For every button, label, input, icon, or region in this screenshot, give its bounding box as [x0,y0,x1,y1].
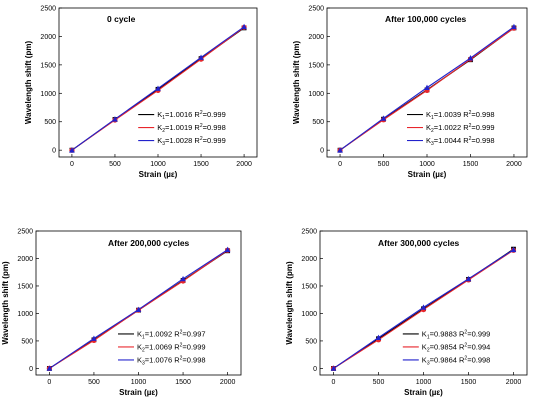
x-tick-label: 1000 [419,161,435,168]
y-tick-label: 1000 [17,311,33,318]
x-tick-label: 1000 [150,161,166,168]
x-tick-label: 500 [373,379,385,386]
legend-entry-k3: K3=1.0044 R2=0.998 [426,136,495,147]
legend-entry-k3: K3=1.0076 R2=0.998 [137,356,206,367]
x-tick-label: 0 [47,379,51,386]
data-point-k3 [241,23,247,30]
data-point-k3 [337,147,343,153]
chart-title: After 300,000 cycles [378,238,460,248]
x-tick-label: 500 [109,161,121,168]
y-axis-label: Wavelength shift (pm) [24,41,33,125]
y-tick-label: 500 [305,338,317,345]
x-axis-label: Strain (µε) [404,388,443,397]
y-tick-label: 500 [312,119,324,126]
legend-entry-k2: K2=0.9854 R2=0.994 [422,343,491,354]
x-tick-label: 0 [338,161,342,168]
x-tick-label: 1500 [175,379,191,386]
data-point-k3 [424,84,430,91]
data-point-k3 [375,334,382,341]
chart-panel-1: 0 500 1000 1500 2000 0 500 1000 1500 2000 2500 Stra… [24,6,258,179]
legend-entry-k1: K1=0.9883 R2=0.999 [422,330,491,341]
y-axis-label: Wavelength shift (pm) [1,261,10,345]
data-point-k3 [224,246,231,253]
y-tick-label: 2500 [308,6,324,13]
x-tick-label: 1500 [193,161,209,168]
y-axis-label: Wavelength shift (pm) [285,261,294,345]
x-axis-label: Strain (µε) [119,388,158,397]
y-tick-label: 1500 [301,283,317,290]
y-tick-label: 1500 [308,62,324,69]
y-tick-label: 1500 [17,283,33,290]
legend-entry-k3: K3=0.9864 R2=0.998 [422,356,491,367]
x-tick-label: 0 [70,161,74,168]
x-tick-label: 0 [332,379,336,386]
data-point-k3 [511,23,517,30]
y-tick-label: 2000 [308,34,324,41]
y-tick-label: 0 [320,148,324,155]
data-point-k3 [69,147,75,153]
legend-entry-k1: K1=1.0016 R2=0.999 [157,110,226,121]
data-point-k3 [420,304,427,310]
legend-entry-k2: K2=1.0069 R2=0.999 [137,343,206,354]
y-tick-label: 2000 [40,34,56,41]
y-tick-label: 2500 [301,229,317,236]
legend-entry-k2: K2=1.0019 R2=0.998 [157,123,226,134]
data-point-k3 [465,275,472,282]
data-point-k3 [46,365,53,371]
x-tick-label: 1000 [131,379,147,386]
plot-frame [326,7,528,158]
data-point-k3 [330,365,337,371]
y-tick-label: 2500 [17,229,33,236]
y-tick-label: 1000 [40,91,56,98]
x-tick-label: 1000 [416,379,432,386]
y-tick-label: 2500 [40,6,56,13]
y-tick-label: 1000 [308,91,324,98]
x-tick-label: 2000 [506,379,522,386]
x-axis-label: Strain (µε) [408,170,447,179]
y-tick-label: 1500 [40,62,56,69]
x-tick-label: 2000 [506,161,522,168]
x-tick-label: 500 [88,379,100,386]
chart-panel-3: 0 500 1000 1500 2000 0 500 1000 1500 2000 2500 Stra… [1,229,242,397]
x-tick-label: 2000 [236,161,252,168]
legend-entry-k1: K1=1.0092 R2=0.997 [137,330,206,341]
chart-title: After 200,000 cycles [108,238,190,248]
plot-frame [35,230,242,376]
data-point-k3 [380,115,387,121]
legend-entry-k1: K1=1.0039 R2=0.998 [426,110,495,121]
data-point-k3 [91,335,97,341]
x-tick-label: 500 [378,161,390,168]
y-tick-label: 500 [21,338,33,345]
y-axis-label: Wavelength shift (pm) [292,41,301,125]
y-tick-label: 2000 [17,256,33,263]
data-point-k3 [467,55,474,61]
x-axis-label: Strain (µε) [139,170,178,179]
plot-frame [319,230,528,376]
y-tick-label: 0 [29,366,33,373]
chart-panel-2: 0 500 1000 1500 2000 0 500 1000 1500 2000 2500 Stra… [292,6,528,179]
data-point-k3 [180,275,186,282]
chart-panel-4: 0 500 1000 1500 2000 0 500 1000 1500 2000 2500 Stra… [285,229,528,397]
x-tick-label: 1500 [461,379,477,386]
y-tick-label: 1000 [301,311,317,318]
y-tick-label: 0 [52,148,56,155]
data-point-k3 [198,54,204,60]
data-point-k3 [135,306,142,312]
plot-frame [58,7,258,158]
y-tick-label: 500 [44,119,56,126]
data-point-k3 [510,246,517,253]
x-tick-label: 1500 [463,161,479,168]
legend-entry-k2: K2=1.0022 R2=0.999 [426,123,495,134]
chart-title: 0 cycle [107,14,136,24]
x-tick-label: 2000 [220,379,236,386]
y-tick-label: 0 [313,366,317,373]
data-point-k3 [112,116,118,122]
chart-title: After 100,000 cycles [385,14,467,24]
data-point-k3 [155,85,161,91]
y-tick-label: 2000 [301,256,317,263]
legend-entry-k3: K3=1.0028 R2=0.999 [157,136,226,147]
